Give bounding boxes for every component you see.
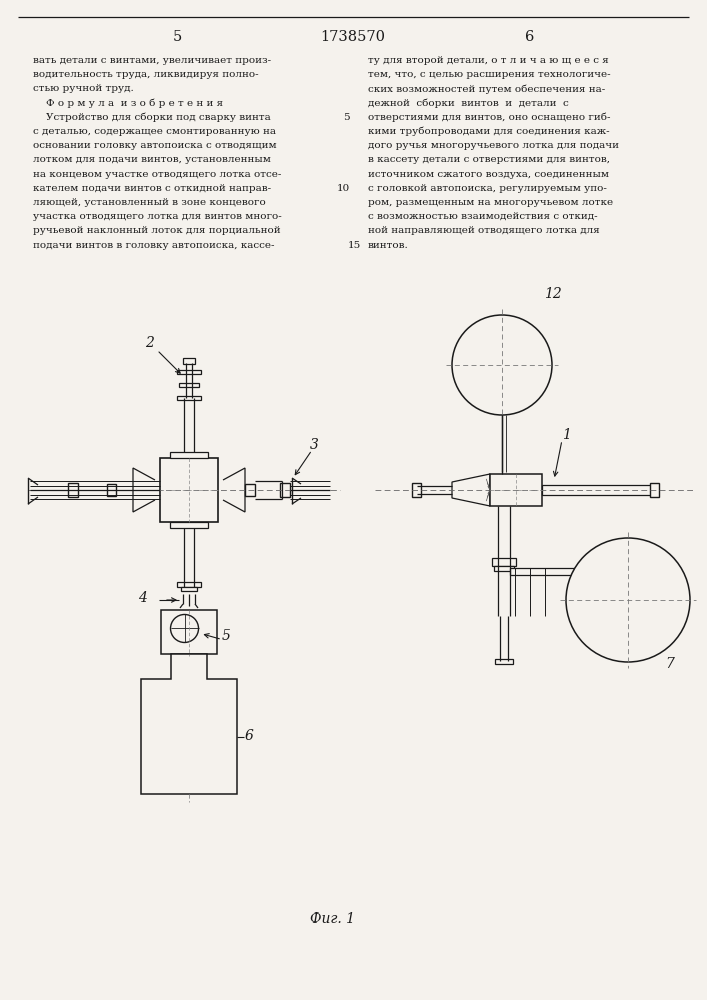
Bar bbox=[542, 485, 657, 495]
Text: с возможностью взаимодействия с откид-: с возможностью взаимодействия с откид- bbox=[368, 212, 597, 221]
Bar bbox=[495, 659, 513, 664]
Text: лотком для подачи винтов, установленным: лотком для подачи винтов, установленным bbox=[33, 155, 271, 164]
Bar bbox=[179, 383, 199, 387]
Text: 15: 15 bbox=[347, 241, 361, 250]
Text: 3: 3 bbox=[310, 438, 319, 452]
Bar bbox=[183, 358, 195, 364]
Text: источником сжатого воздуха, соединенным: источником сжатого воздуха, соединенным bbox=[368, 170, 609, 179]
Text: подачи винтов в головку автопоиска, кассе-: подачи винтов в головку автопоиска, касс… bbox=[33, 241, 274, 250]
Bar bbox=[68, 483, 78, 497]
Bar bbox=[280, 483, 290, 497]
Text: с деталью, содержащее смонтированную на: с деталью, содержащее смонтированную на bbox=[33, 127, 276, 136]
Circle shape bbox=[452, 315, 552, 415]
Text: Фиг. 1: Фиг. 1 bbox=[310, 912, 355, 926]
Text: 5: 5 bbox=[222, 629, 231, 643]
Bar bbox=[245, 484, 255, 496]
Text: 5: 5 bbox=[344, 113, 350, 122]
Bar bbox=[510, 568, 615, 575]
Text: водительность труда, ликвидируя полно-: водительность труда, ликвидируя полно- bbox=[33, 70, 259, 79]
Bar bbox=[492, 558, 516, 566]
Text: тем, что, с целью расширения технологиче-: тем, что, с целью расширения технологиче… bbox=[368, 70, 611, 79]
Circle shape bbox=[170, 614, 199, 642]
Bar bbox=[177, 582, 201, 587]
Text: 6: 6 bbox=[525, 30, 534, 44]
Bar bbox=[494, 566, 514, 571]
Bar bbox=[177, 396, 201, 400]
Text: ром, размещенным на многоручьевом лотке: ром, размещенным на многоручьевом лотке bbox=[368, 198, 613, 207]
Text: ручьевой наклонный лоток для порциальной: ручьевой наклонный лоток для порциальной bbox=[33, 226, 281, 235]
Text: 12: 12 bbox=[544, 287, 562, 301]
Bar bbox=[412, 483, 421, 497]
Polygon shape bbox=[141, 654, 237, 794]
Text: 2: 2 bbox=[145, 336, 154, 350]
Bar bbox=[170, 452, 208, 458]
Text: 1738570: 1738570 bbox=[320, 30, 385, 44]
Text: вать детали с винтами, увеличивает произ-: вать детали с винтами, увеличивает произ… bbox=[33, 56, 271, 65]
Text: основании головку автопоиска с отводящим: основании головку автопоиска с отводящим bbox=[33, 141, 276, 150]
Text: ляющей, установленный в зоне концевого: ляющей, установленный в зоне концевого bbox=[33, 198, 266, 207]
Text: дого ручья многоручьевого лотка для подачи: дого ручья многоручьевого лотка для пода… bbox=[368, 141, 619, 150]
Text: стью ручной труд.: стью ручной труд. bbox=[33, 84, 134, 93]
Bar bbox=[161, 610, 217, 654]
Text: 7: 7 bbox=[665, 657, 674, 671]
Bar bbox=[170, 522, 208, 528]
Text: с головкой автопоиска, регулируемым упо-: с головкой автопоиска, регулируемым упо- bbox=[368, 184, 607, 193]
Polygon shape bbox=[452, 474, 490, 506]
Text: 4: 4 bbox=[138, 591, 147, 605]
Text: Устройство для сборки под сварку винта: Устройство для сборки под сварку винта bbox=[33, 113, 271, 122]
Text: участка отводящего лотка для винтов много-: участка отводящего лотка для винтов мног… bbox=[33, 212, 282, 221]
Text: ной направляющей отводящего лотка для: ной направляющей отводящего лотка для bbox=[368, 226, 600, 235]
Text: 6: 6 bbox=[245, 730, 254, 744]
Text: 5: 5 bbox=[173, 30, 182, 44]
Bar bbox=[177, 370, 201, 374]
Text: кателем подачи винтов с откидной направ-: кателем подачи винтов с откидной направ- bbox=[33, 184, 271, 193]
Text: кими трубопроводами для соединения каж-: кими трубопроводами для соединения каж- bbox=[368, 127, 609, 136]
Text: ских возможностей путем обеспечения на-: ских возможностей путем обеспечения на- bbox=[368, 84, 605, 94]
Text: 10: 10 bbox=[337, 184, 350, 193]
Bar bbox=[107, 484, 116, 496]
Text: дежной  сборки  винтов  и  детали  с: дежной сборки винтов и детали с bbox=[368, 99, 568, 108]
Text: 1: 1 bbox=[562, 428, 571, 442]
Text: винтов.: винтов. bbox=[368, 241, 409, 250]
Text: отверстиями для винтов, оно оснащено гиб-: отверстиями для винтов, оно оснащено гиб… bbox=[368, 113, 611, 122]
Bar bbox=[181, 587, 197, 591]
Bar bbox=[160, 458, 218, 522]
Bar bbox=[650, 483, 659, 497]
Text: на концевом участке отводящего лотка отсе-: на концевом участке отводящего лотка отс… bbox=[33, 170, 281, 179]
Text: в кассету детали с отверстиями для винтов,: в кассету детали с отверстиями для винто… bbox=[368, 155, 610, 164]
Circle shape bbox=[566, 538, 690, 662]
Bar bbox=[490, 474, 542, 506]
Text: Ф о р м у л а  и з о б р е т е н и я: Ф о р м у л а и з о б р е т е н и я bbox=[33, 99, 223, 108]
Text: ту для второй детали, о т л и ч а ю щ е е с я: ту для второй детали, о т л и ч а ю щ е … bbox=[368, 56, 609, 65]
